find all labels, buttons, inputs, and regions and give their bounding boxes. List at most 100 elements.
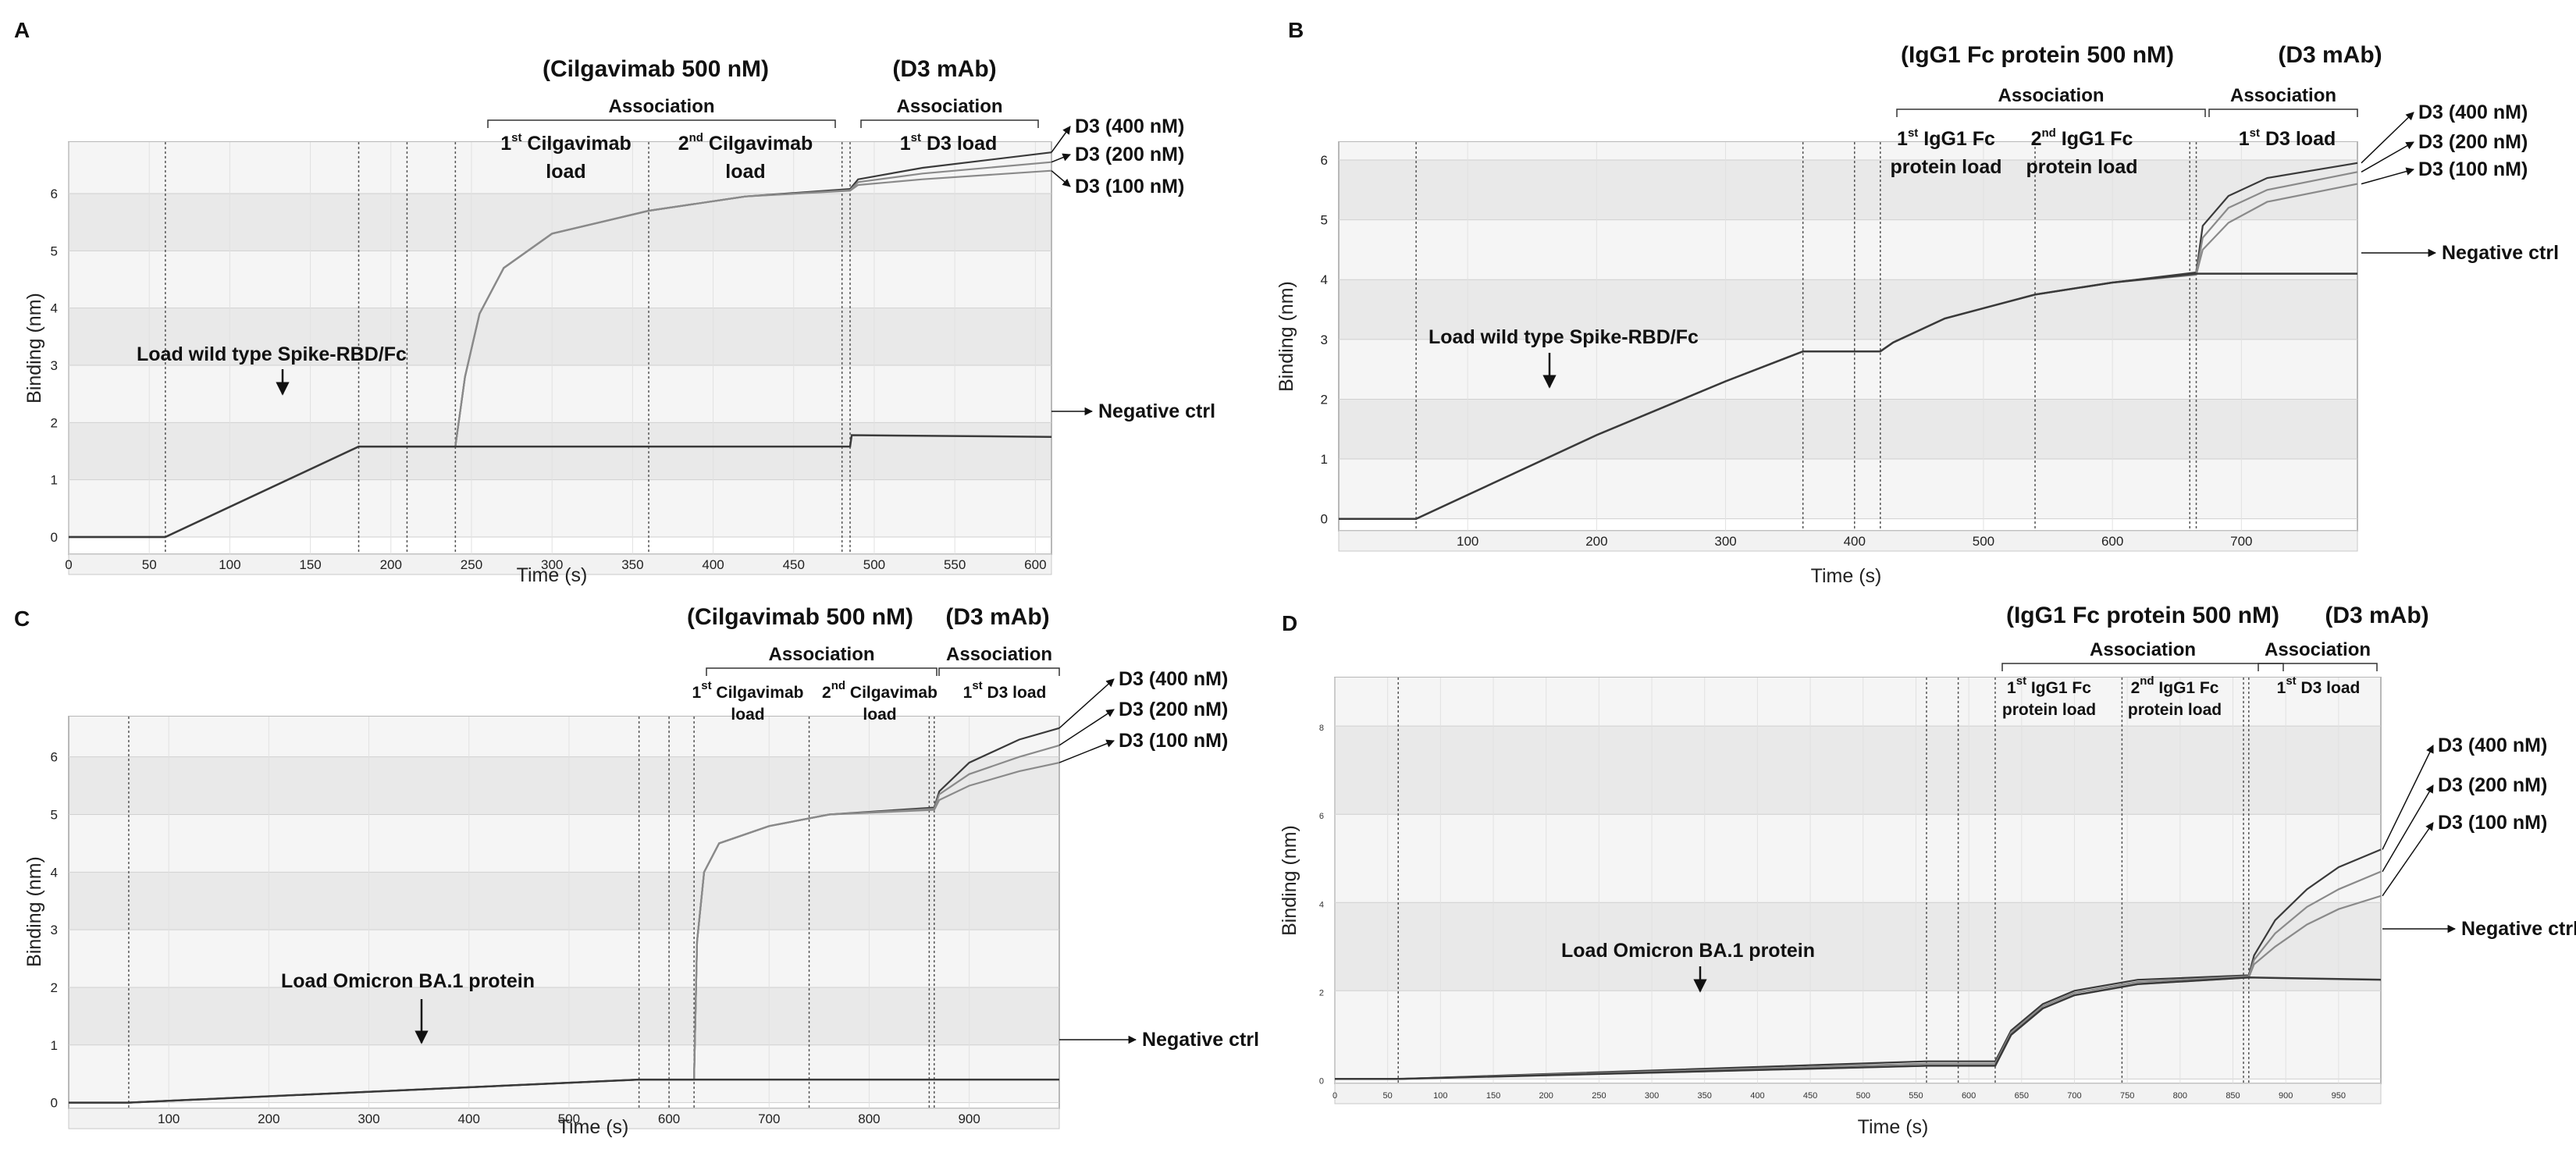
series-label-label-100: D3 (100 nM) bbox=[2438, 812, 2547, 834]
first-load-label: 1st IgG1 Fc bbox=[1897, 126, 1995, 150]
y-band bbox=[1340, 142, 2357, 160]
x-tick-label: 700 bbox=[758, 1112, 780, 1126]
series-pointer-arrow bbox=[2382, 745, 2434, 850]
y-tick-label: 0 bbox=[51, 530, 58, 545]
association-bracket bbox=[860, 119, 1039, 128]
second-load-label-num: 2 bbox=[822, 684, 831, 702]
association-bracket bbox=[1896, 108, 2206, 117]
x-tick-label: 600 bbox=[658, 1112, 680, 1126]
y-tick-label: 1 bbox=[51, 1038, 58, 1053]
second-load-label-sup: nd bbox=[2140, 674, 2154, 688]
d3-load-label-sup: st bbox=[972, 679, 982, 692]
second-load-label: 2nd Cilgavimab bbox=[678, 131, 813, 155]
x-tick-label: 950 bbox=[2332, 1091, 2346, 1101]
y-tick-label: 4 bbox=[1319, 900, 1324, 909]
y-tick-label: 6 bbox=[51, 187, 58, 201]
x-tick-label: 550 bbox=[1909, 1091, 1923, 1101]
x-axis-label: Time (s) bbox=[1858, 1116, 1929, 1138]
y-tick-label: 3 bbox=[1321, 333, 1328, 347]
y-axis-label: Binding (nm) bbox=[23, 856, 45, 967]
second-load-label-num: 2 bbox=[2031, 128, 2042, 150]
y-band bbox=[69, 872, 1059, 930]
y-tick-label: 1 bbox=[1321, 452, 1328, 467]
x-tick-label: 400 bbox=[1750, 1091, 1764, 1101]
x-tick-label: 0 bbox=[1332, 1091, 1337, 1101]
x-tick-label: 550 bbox=[944, 557, 966, 572]
second-load-label: 2nd IgG1 Fc bbox=[2131, 674, 2219, 697]
y-band bbox=[1340, 279, 2357, 340]
y-band bbox=[1340, 219, 2357, 280]
series-label-label-200: D3 (200 nM) bbox=[1119, 699, 1228, 720]
d3-load-label: 1st D3 load bbox=[2277, 674, 2361, 697]
first-load-label: 1st IgG1 Fc bbox=[2007, 674, 2091, 697]
y-tick-label: 4 bbox=[51, 301, 58, 316]
x-tick-label: 100 bbox=[219, 557, 240, 572]
d3-load-label-rest: D3 load bbox=[983, 684, 1047, 702]
second-load-label: 2nd Cilgavimab bbox=[822, 679, 938, 702]
y-tick-label: 6 bbox=[51, 750, 58, 765]
y-band bbox=[69, 814, 1059, 873]
first-load-label-rest: Cilgavimab bbox=[712, 684, 804, 702]
x-tick-label: 200 bbox=[380, 557, 402, 572]
chart-title: (IgG1 Fc protein 500 nM) bbox=[1901, 42, 2174, 68]
association-bracket bbox=[2001, 663, 2284, 671]
load-target-label: Load wild type Spike-RBD/Fc bbox=[1429, 326, 1699, 348]
d3-load-label: 1st D3 load bbox=[963, 679, 1047, 702]
chart-title-secondary: (D3 mAb) bbox=[2278, 42, 2382, 68]
series-pointer-arrow bbox=[2382, 784, 2434, 873]
second-load-label-sup: nd bbox=[2041, 126, 2055, 140]
x-tick-label: 850 bbox=[2226, 1091, 2240, 1101]
x-tick-label: 500 bbox=[558, 1112, 580, 1126]
panel-letter: B bbox=[1288, 18, 1304, 42]
x-tick-label: 100 bbox=[1433, 1091, 1447, 1101]
panel-b: 100 200 300 400 500 600 700 0 1 2 3 4 5 6 Time (s) Bind… bbox=[1276, 18, 2559, 587]
association-label: Association bbox=[946, 644, 1052, 665]
series-label-label-100: D3 (100 nM) bbox=[1075, 176, 1184, 197]
series-label-label-100: D3 (100 nM) bbox=[1119, 730, 1228, 752]
d3-load-label-rest: D3 load bbox=[2297, 679, 2361, 697]
y-band bbox=[1336, 814, 2380, 903]
second-load-label-line2: load bbox=[725, 161, 765, 183]
series-label-label-400: D3 (400 nM) bbox=[2438, 735, 2547, 756]
x-tick-label: 300 bbox=[541, 557, 563, 572]
series-label-label-400: D3 (400 nM) bbox=[1075, 116, 1184, 137]
first-load-label-rest: Cilgavimab bbox=[521, 133, 631, 155]
y-tick-label: 2 bbox=[51, 980, 58, 995]
first-load-label-num: 1 bbox=[2007, 679, 2016, 697]
first-load-label-sup: st bbox=[2016, 674, 2026, 688]
association-label: Association bbox=[768, 644, 874, 665]
x-tick-label: 500 bbox=[1973, 534, 1994, 549]
first-load-label-line2: load bbox=[731, 706, 764, 724]
x-tick-label: 450 bbox=[783, 557, 805, 572]
first-load-label-line2: load bbox=[546, 161, 585, 183]
y-band bbox=[1340, 399, 2357, 460]
panel-letter: C bbox=[14, 606, 30, 631]
y-axis-label: Binding (nm) bbox=[1276, 281, 1297, 392]
second-load-label-line2: protein load bbox=[2128, 701, 2222, 719]
first-load-label-sup: st bbox=[1908, 126, 1918, 140]
series-label-label-400: D3 (400 nM) bbox=[1119, 668, 1228, 690]
x-axis-label: Time (s) bbox=[1811, 565, 1882, 587]
series-label-label-200: D3 (200 nM) bbox=[2418, 131, 2528, 153]
x-tick-label: 650 bbox=[2015, 1091, 2029, 1101]
y-tick-label: 2 bbox=[1321, 392, 1328, 407]
series-pointer-arrow bbox=[2382, 822, 2434, 897]
first-load-label: 1st Cilgavimab bbox=[500, 131, 632, 155]
y-band bbox=[69, 987, 1059, 1045]
d3-load-label: 1st D3 load bbox=[2239, 126, 2336, 150]
y-band bbox=[69, 142, 1051, 194]
chart-title: (Cilgavimab 500 nM) bbox=[687, 604, 913, 630]
y-band bbox=[1340, 159, 2357, 220]
y-band bbox=[69, 422, 1051, 480]
x-tick-label: 50 bbox=[1383, 1091, 1393, 1101]
x-tick-label: 750 bbox=[2120, 1091, 2134, 1101]
d3-load-label-sup: st bbox=[2250, 126, 2260, 140]
first-load-label-line2: protein load bbox=[1890, 156, 2001, 178]
x-tick-label: 200 bbox=[1539, 1091, 1553, 1101]
series-pointer-arrow bbox=[2361, 112, 2414, 164]
y-band bbox=[1340, 339, 2357, 400]
y-axis-label: Binding (nm) bbox=[1279, 825, 1300, 936]
series-label-label-100: D3 (100 nM) bbox=[2418, 158, 2528, 180]
d3-load-label-num: 1 bbox=[2239, 128, 2250, 150]
second-load-label-line2: load bbox=[863, 706, 896, 724]
